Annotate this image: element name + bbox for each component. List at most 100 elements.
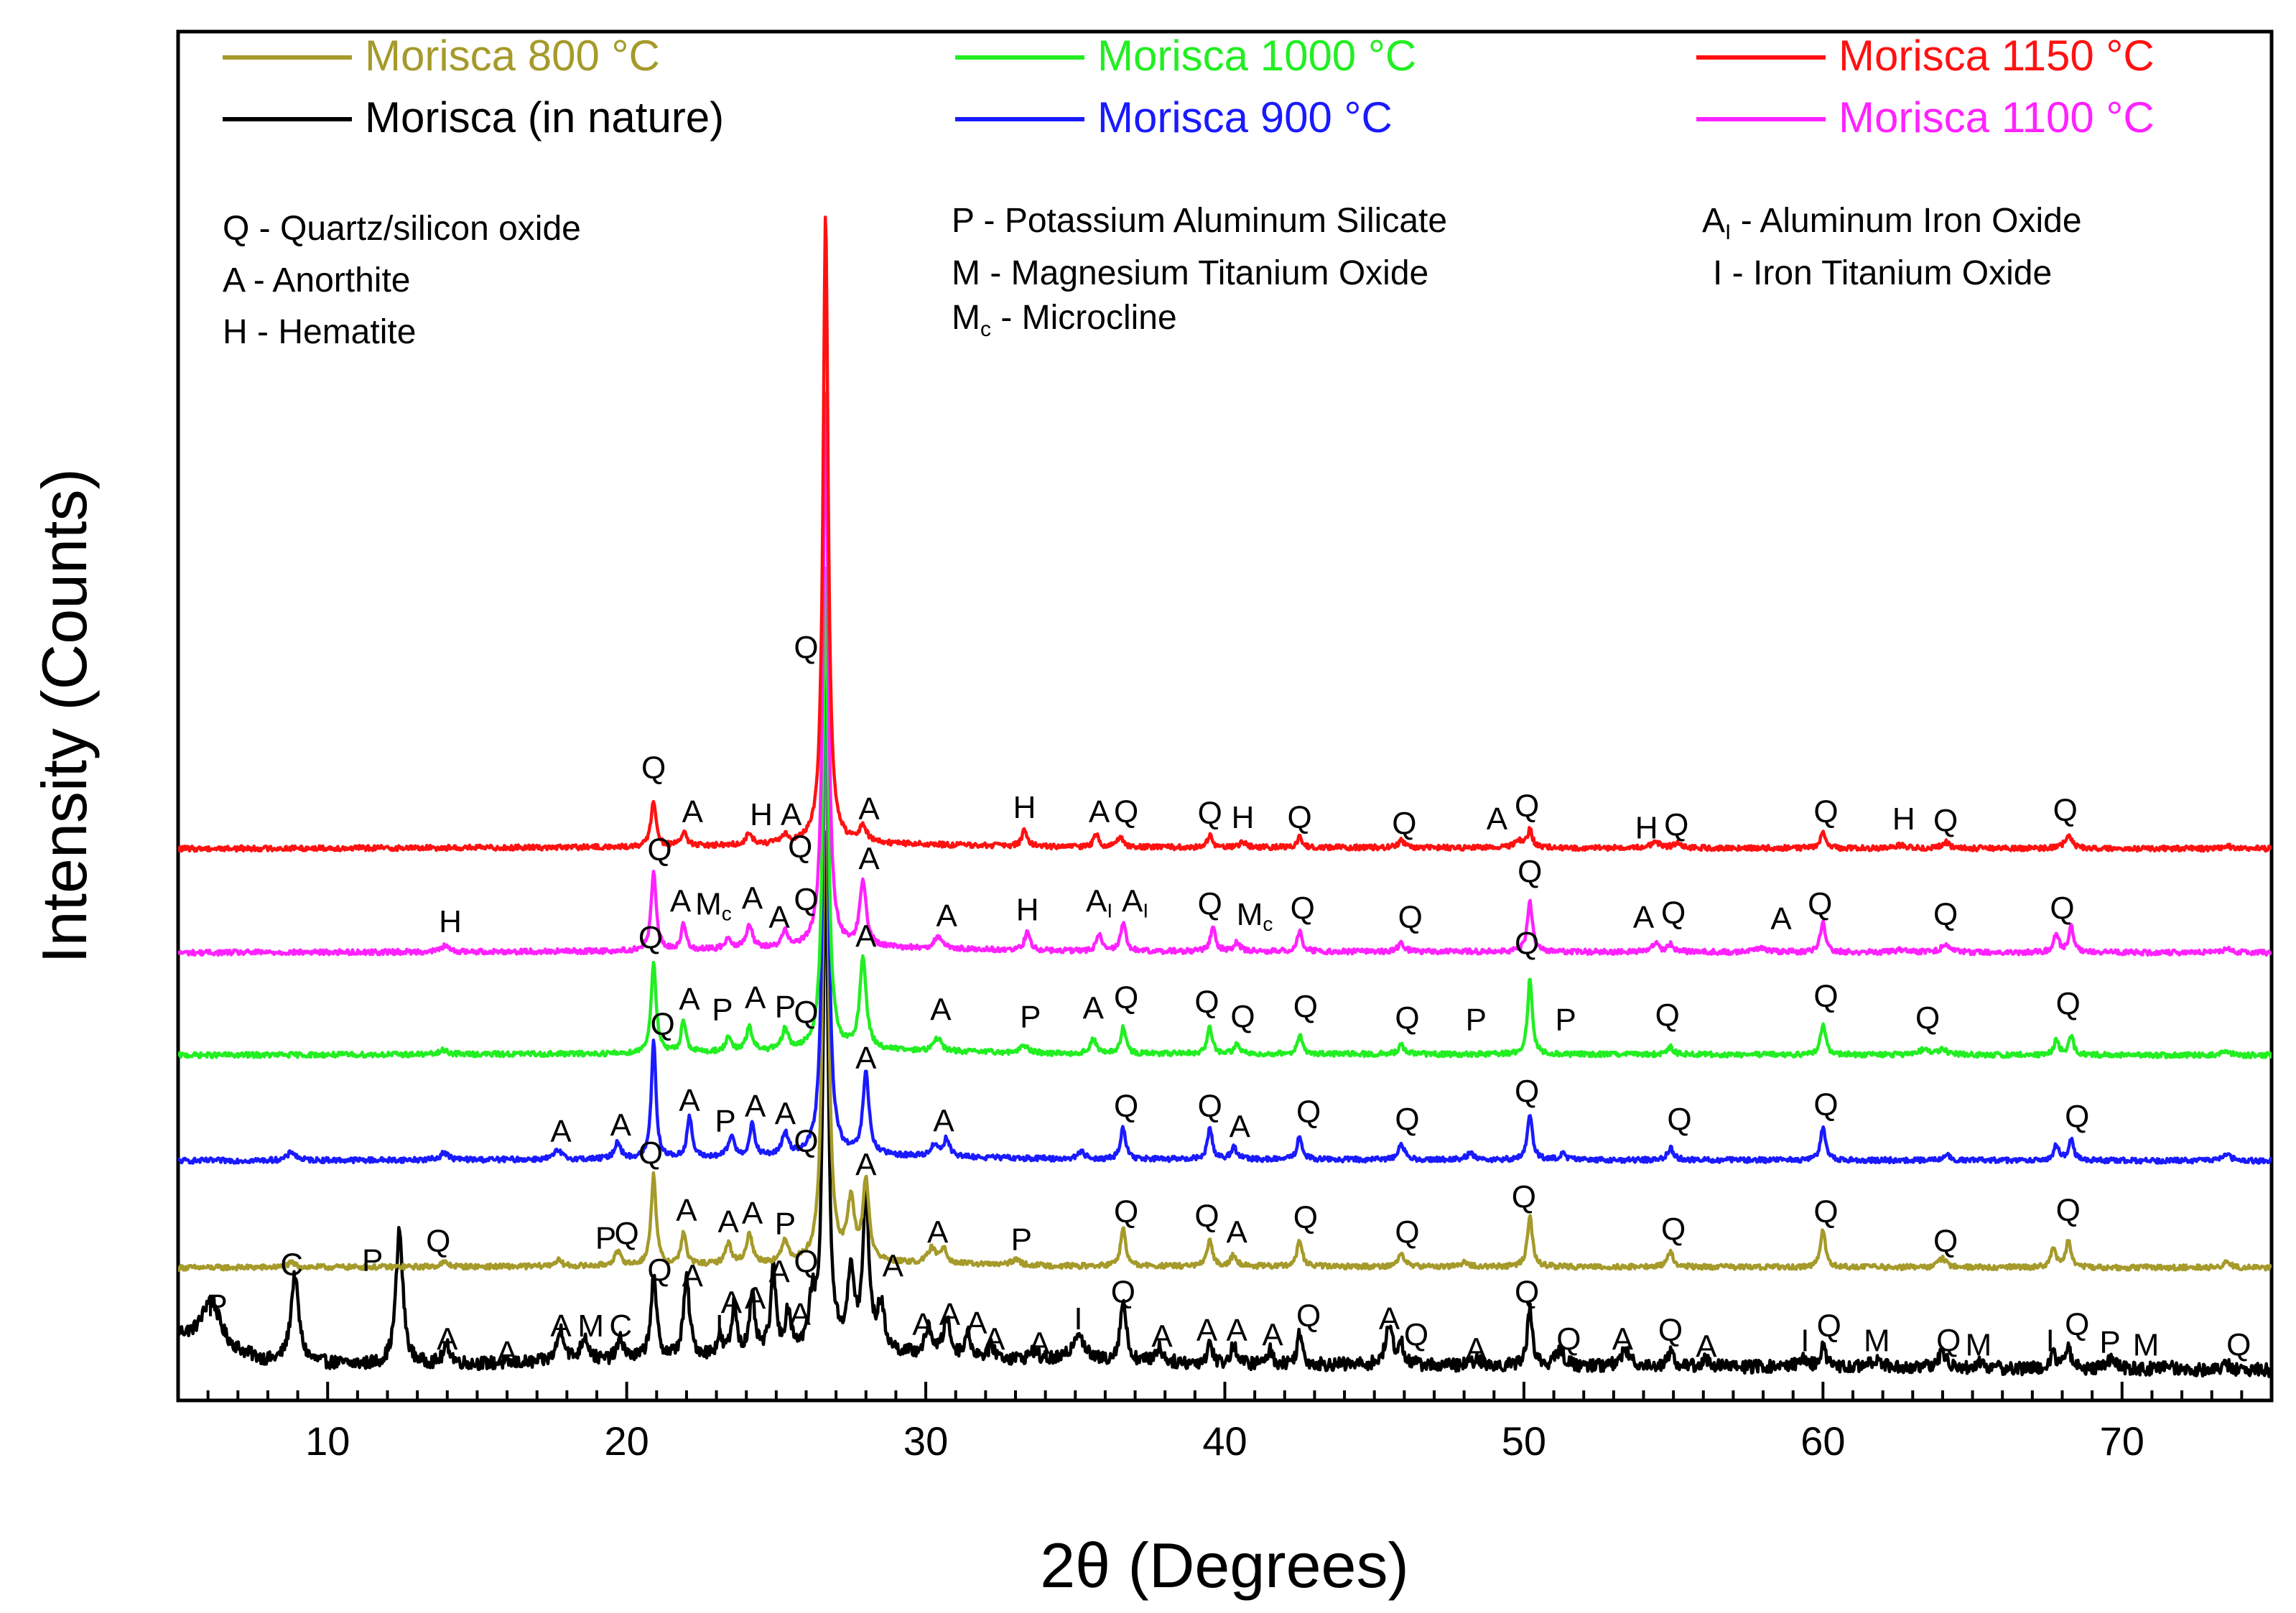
peak-label: A <box>1089 794 1110 829</box>
phase-key-entry: M - Magnesium Titanium Oxide <box>952 254 1428 292</box>
peak-label: Q <box>1293 989 1318 1024</box>
peak-label: A <box>550 1114 572 1149</box>
peak-label: P <box>715 1104 735 1139</box>
peak-label: Q <box>2050 891 2074 926</box>
peak-label: Q <box>1392 806 1416 841</box>
phase-key-entry: Mc - Microcline <box>952 299 1177 341</box>
peak-label: Q <box>1287 800 1311 835</box>
peak-label: Q <box>1655 998 1680 1033</box>
peak-label: A <box>745 1280 766 1316</box>
peak-label: Q <box>1114 1194 1138 1229</box>
peak-label: A <box>610 1108 632 1143</box>
peak-label: Q <box>1813 1194 1838 1229</box>
peak-label: A <box>927 1215 949 1250</box>
peak-label: A <box>742 880 763 916</box>
peak-label: A <box>930 992 952 1027</box>
y-axis-title: Intensity (Counts) <box>29 468 100 964</box>
peak-label: M <box>1966 1328 1992 1363</box>
peak-label: A <box>1770 901 1792 936</box>
peak-label: A <box>1227 1313 1248 1348</box>
peak-label: A <box>1612 1321 1634 1357</box>
peak-label: Q <box>1512 1180 1536 1215</box>
peak-label: Q <box>1404 1317 1428 1352</box>
peak-label: Q <box>1813 979 1838 1014</box>
peak-label: Q <box>794 1244 818 1279</box>
peak-label: Q <box>1198 1089 1222 1124</box>
peak-label: C <box>609 1308 632 1344</box>
peak-label: A <box>1083 990 1105 1026</box>
peak-label: Q <box>638 1135 663 1171</box>
peak-label: A <box>670 884 692 919</box>
peak-label: A <box>682 1259 704 1294</box>
x-tick-label: 40 <box>1202 1418 1247 1464</box>
peak-label: P <box>712 992 733 1027</box>
peak-label: Q <box>1114 980 1138 1015</box>
peak-label: M <box>577 1308 604 1344</box>
series-line-1 <box>178 675 2272 1272</box>
peak-label: H <box>1892 801 1915 837</box>
peak-label: Q <box>614 1217 638 1252</box>
peak-label: Q <box>1661 1212 1686 1247</box>
legend-label: Morisca 1100 °C <box>1839 93 2155 141</box>
peak-label: M <box>1864 1324 1890 1359</box>
peak-label: Q <box>426 1224 450 1259</box>
peak-label: A <box>496 1335 518 1370</box>
peak-label: A <box>939 1297 961 1332</box>
peak-label: Q <box>1114 794 1138 829</box>
peak-label: M <box>2133 1328 2160 1363</box>
peak-label: Q <box>1515 926 1539 962</box>
peak-label: A <box>1696 1329 1717 1365</box>
peak-label: Q <box>1664 807 1688 842</box>
peak-label: Q <box>1808 887 1832 922</box>
peak-label: A <box>855 919 877 954</box>
peak-label: A <box>768 1255 790 1290</box>
phase-key: Q - Quartz/silicon oxide A - Anorthite H -… <box>223 202 2082 351</box>
legend-item: Morisca 1100 °C <box>1696 93 2155 141</box>
peak-label: A <box>1379 1301 1400 1337</box>
peak-label: H <box>750 797 773 832</box>
peak-label: P <box>1556 1003 1576 1038</box>
legend-item: Morisca 800 °C <box>223 32 660 80</box>
peak-label: Q <box>794 1124 818 1159</box>
peak-label: A <box>682 794 704 829</box>
phase-key-entry: AI - Aluminum Iron Oxide <box>1702 202 2082 244</box>
peak-label: Q <box>1395 1215 1419 1250</box>
peak-label: I <box>1800 1324 1809 1359</box>
peak-label: Q <box>1813 1087 1838 1122</box>
phase-key-entry: H - Hematite <box>223 313 416 351</box>
peak-label: I <box>2046 1324 2055 1359</box>
peak-label: Q <box>794 995 818 1031</box>
x-axis-ticks: 10 20 30 40 50 60 70 <box>177 1382 2273 1464</box>
peak-label: A <box>984 1321 1005 1357</box>
peak-label: H <box>1232 800 1255 835</box>
peak-label: I <box>1074 1301 1082 1337</box>
peak-label: Q <box>1813 794 1838 829</box>
series-traces <box>178 215 2272 1378</box>
peak-label: Q <box>1667 1102 1691 1137</box>
series-line-4 <box>178 391 2272 957</box>
peak-label: A <box>855 1041 877 1076</box>
peak-label: H <box>439 904 462 939</box>
peak-label: A <box>768 900 790 935</box>
x-tick-label: 50 <box>1502 1418 1546 1464</box>
peak-label: Q <box>638 921 663 956</box>
peak-label: C <box>280 1247 303 1282</box>
peak-label: P <box>1466 1003 1487 1038</box>
peak-label: A <box>775 1096 796 1131</box>
peak-label: Q <box>1395 1102 1419 1137</box>
legend-item: Morisca (in nature) <box>223 93 724 141</box>
peak-label: Q <box>788 829 812 865</box>
peak-label: I <box>715 1308 724 1344</box>
peak-label: Q <box>2065 1099 2089 1134</box>
phase-key-entry: I - Iron Titanium Oxide <box>1713 254 2052 292</box>
peak-label: Q <box>650 1007 674 1042</box>
peak-label: P <box>206 1288 227 1324</box>
peak-label: A <box>855 1148 877 1183</box>
peak-label: A <box>936 898 958 934</box>
peak-label: A <box>676 1193 697 1228</box>
x-tick-label: 60 <box>1800 1418 1845 1464</box>
peak-label: P <box>1011 1222 1032 1258</box>
peak-label: P <box>2099 1325 2120 1360</box>
